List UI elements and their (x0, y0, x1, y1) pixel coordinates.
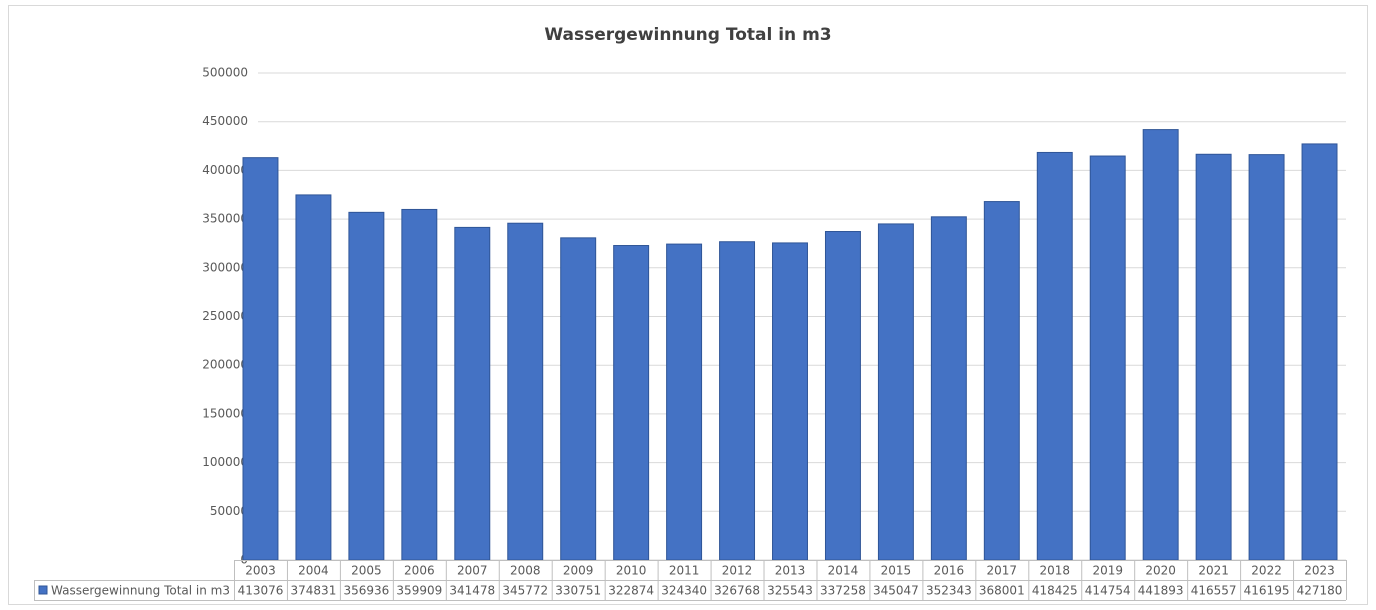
x-tick-label: 2016 (934, 564, 965, 578)
table-value: 352343 (926, 584, 972, 598)
y-tick-label: 150000 (202, 406, 248, 420)
y-tick-label: 450000 (202, 114, 248, 128)
y-tick-label: 200000 (202, 358, 248, 372)
table-value: 359909 (396, 584, 442, 598)
x-tick-label: 2012 (722, 564, 753, 578)
x-tick-label: 2021 (1198, 564, 1229, 578)
x-tick-label: 2015 (881, 564, 912, 578)
x-tick-label: 2011 (669, 564, 700, 578)
legend-label: Wassergewinnung Total in m3 (51, 584, 230, 598)
x-tick-label: 2004 (298, 564, 329, 578)
bar (1195, 153, 1232, 561)
table-value: 324340 (661, 584, 707, 598)
y-tick-label: 100000 (202, 455, 248, 469)
bar (454, 226, 491, 561)
bar (242, 157, 279, 561)
x-tick-label: 2008 (510, 564, 541, 578)
x-tick-label: 2014 (828, 564, 859, 578)
bar (1036, 151, 1073, 561)
table-value: 416557 (1191, 584, 1237, 598)
bar (1248, 154, 1285, 561)
table-value: 345772 (502, 584, 548, 598)
table-value: 416195 (1244, 584, 1290, 598)
bar (401, 208, 438, 561)
x-tick-label: 2007 (457, 564, 488, 578)
x-tick-label: 2018 (1039, 564, 1070, 578)
bar (666, 243, 703, 561)
bar (719, 241, 756, 561)
table-value: 414754 (1085, 584, 1131, 598)
bar (613, 245, 650, 561)
bar (1142, 129, 1179, 561)
table-value: 418425 (1032, 584, 1078, 598)
y-tick-label: 350000 (202, 212, 248, 226)
bar (560, 237, 597, 561)
bar (1301, 143, 1338, 561)
x-tick-label: 2003 (245, 564, 276, 578)
x-tick-label: 2010 (616, 564, 647, 578)
x-tick-label: 2017 (987, 564, 1018, 578)
y-tick-label: 400000 (202, 163, 248, 177)
y-tick-label: 50000 (210, 504, 248, 518)
x-tick-label: 2009 (563, 564, 594, 578)
y-tick-label: 500000 (202, 66, 248, 80)
bar (507, 222, 544, 561)
x-tick-label: 2022 (1251, 564, 1282, 578)
bar (983, 201, 1020, 561)
table-value: 374831 (291, 584, 337, 598)
bar (877, 223, 914, 561)
table-value: 356936 (343, 584, 389, 598)
table-value: 441893 (1138, 584, 1184, 598)
x-tick-label: 2019 (1092, 564, 1123, 578)
bar (824, 231, 861, 561)
bar (1089, 155, 1126, 561)
x-tick-label: 2006 (404, 564, 435, 578)
y-tick-label: 300000 (202, 260, 248, 274)
table-value: 345047 (873, 584, 919, 598)
y-tick-label: 250000 (202, 309, 248, 323)
x-tick-label: 2013 (775, 564, 806, 578)
x-tick-label: 2005 (351, 564, 382, 578)
chart-title: Wassergewinnung Total in m3 (544, 25, 831, 45)
bar (348, 211, 385, 561)
table-value: 325543 (767, 584, 813, 598)
table-value: 326768 (714, 584, 760, 598)
table-value: 322874 (608, 584, 654, 598)
table-value: 427180 (1297, 584, 1343, 598)
x-tick-label: 2020 (1145, 564, 1176, 578)
table-value: 341478 (449, 584, 495, 598)
table-value: 413076 (238, 584, 284, 598)
bar (772, 242, 808, 561)
table-value: 368001 (979, 584, 1025, 598)
legend-swatch (38, 585, 48, 595)
bar (930, 216, 967, 561)
bar (295, 194, 332, 561)
table-value: 337258 (820, 584, 866, 598)
x-tick-label: 2023 (1304, 564, 1335, 578)
table-value: 330751 (555, 584, 601, 598)
